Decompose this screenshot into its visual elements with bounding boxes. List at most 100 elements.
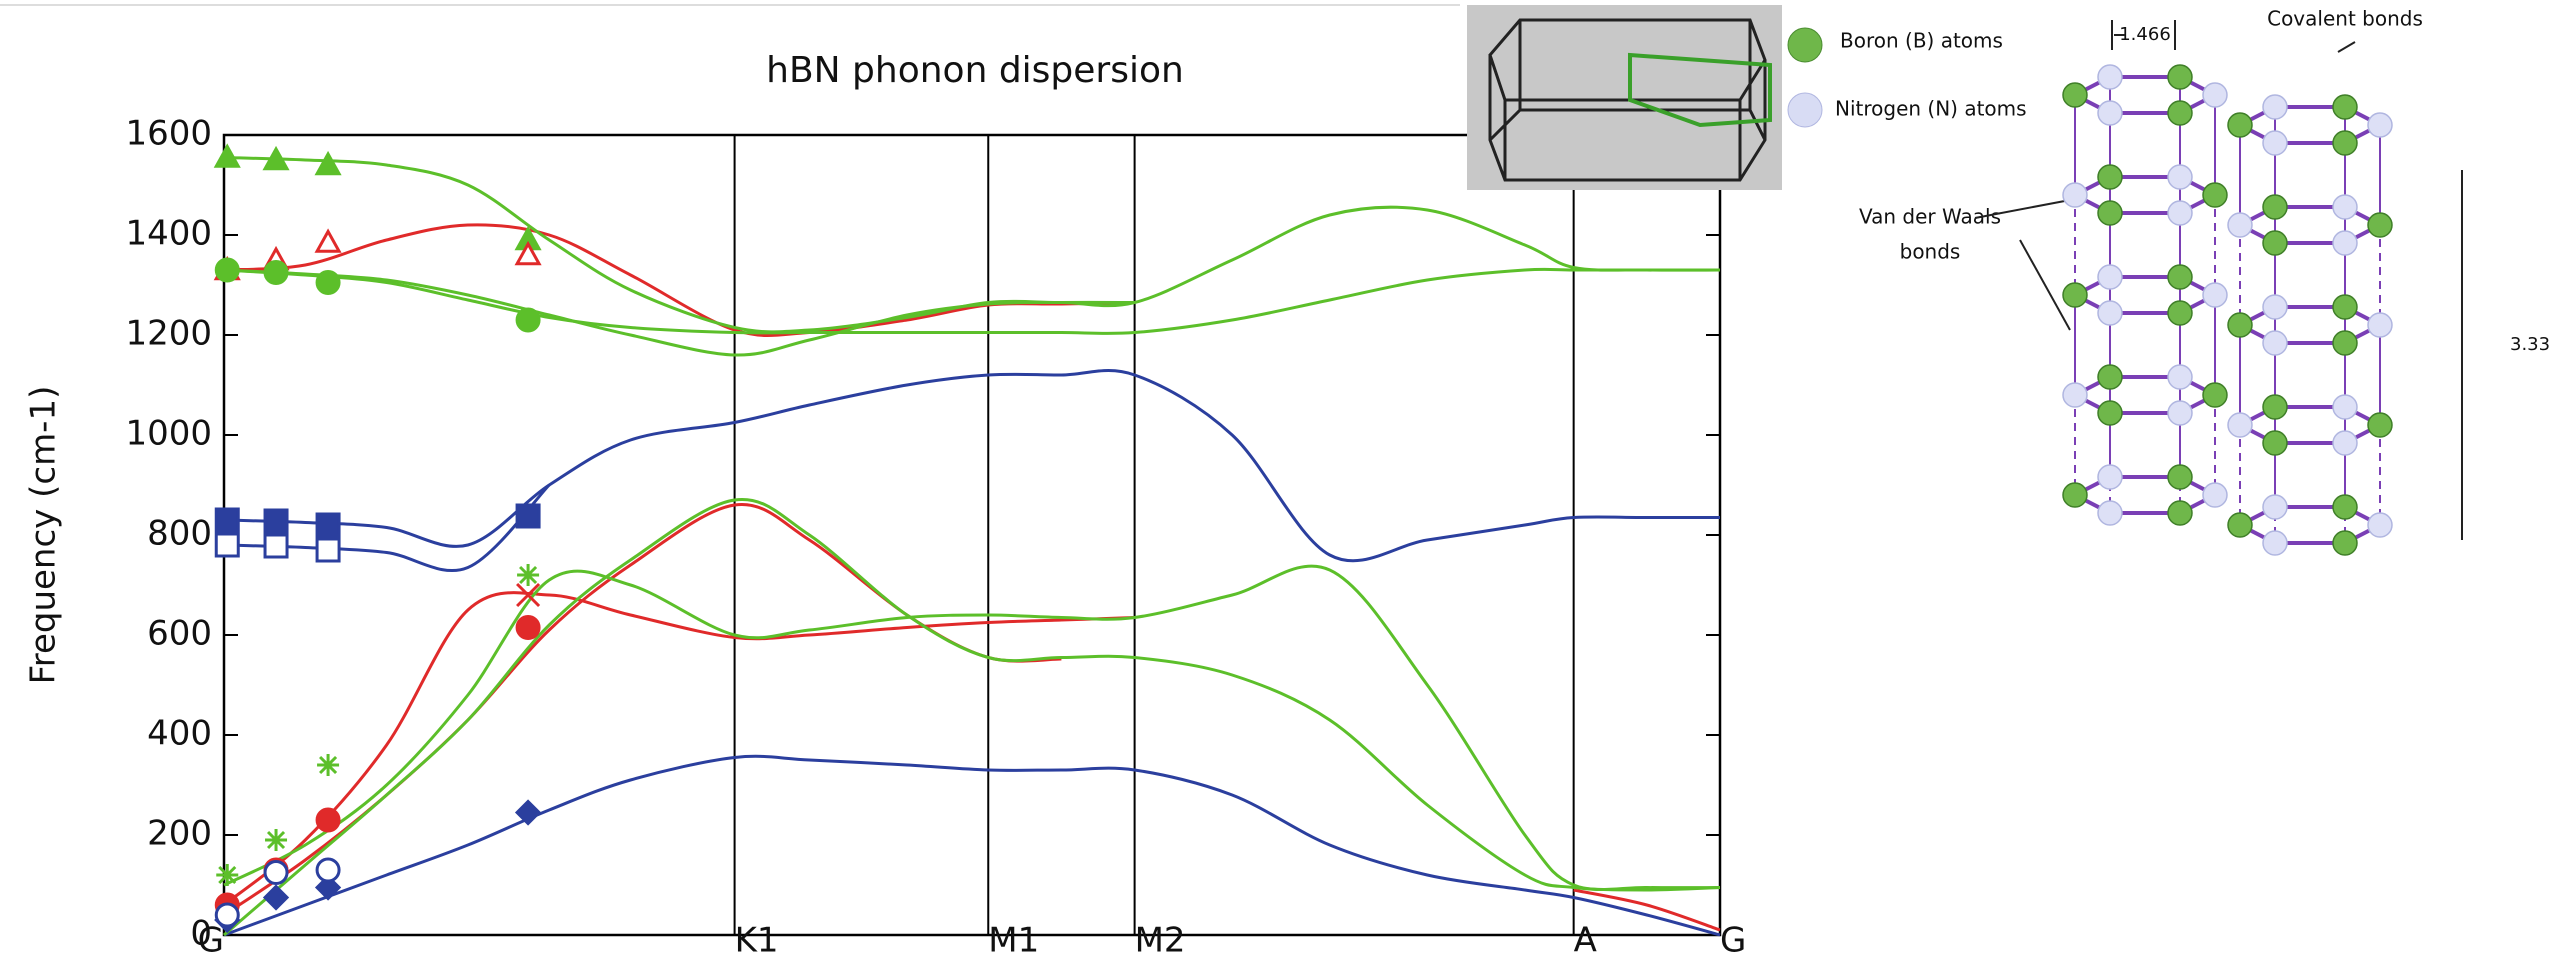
band-line <box>223 369 1720 563</box>
plot-frame <box>222 133 1722 937</box>
y-tick-label: 1200 <box>125 314 212 354</box>
atom <box>2062 482 2088 508</box>
atom <box>2097 200 2123 226</box>
atom <box>2227 312 2253 338</box>
bond <box>2235 505 2385 545</box>
marker <box>515 615 541 640</box>
band-line <box>223 267 1720 335</box>
band-line <box>223 497 1721 937</box>
x-tick-label: M1 <box>988 921 1039 957</box>
chart-title: hBN phonon dispersion <box>766 50 1184 91</box>
legend: Boron (B) atoms Nitrogen (N) atoms <box>1787 27 2027 128</box>
atom <box>2332 530 2358 556</box>
atom <box>2332 330 2358 356</box>
atom <box>2167 200 2193 226</box>
atom <box>2227 512 2253 538</box>
marker <box>263 508 289 534</box>
marker <box>315 537 341 563</box>
marker <box>314 150 342 176</box>
atom <box>2262 230 2288 256</box>
legend-text: Boron (B) atoms <box>1840 29 2003 53</box>
bond <box>2070 375 2220 415</box>
marker <box>517 564 540 586</box>
y-axis-label: Frequency (cm-1) <box>24 386 64 685</box>
atom <box>2367 212 2393 238</box>
atom <box>2167 364 2193 390</box>
band-line <box>223 268 1135 357</box>
y-tick-label: 400 <box>147 714 212 754</box>
band-line <box>223 564 1721 892</box>
y-tick-label: 0 <box>190 914 212 954</box>
atom <box>2227 212 2253 238</box>
legend-text: Nitrogen (N) atoms <box>1835 97 2027 121</box>
atom <box>2202 282 2228 308</box>
marker <box>263 533 289 559</box>
marker <box>514 240 542 266</box>
atom <box>2262 394 2288 420</box>
atom <box>2097 164 2123 190</box>
atom <box>2167 464 2193 490</box>
marker <box>262 145 290 171</box>
bond <box>2070 75 2220 115</box>
bond <box>2070 275 2220 315</box>
atom <box>2367 312 2393 338</box>
atom <box>2262 194 2288 220</box>
marker <box>216 864 239 886</box>
bond <box>2235 405 2385 445</box>
vdw-label: bonds <box>1900 240 1961 264</box>
atom <box>2202 182 2228 208</box>
marker <box>265 829 288 851</box>
marker <box>214 902 240 928</box>
marker <box>214 532 240 558</box>
atom <box>2367 412 2393 438</box>
atom <box>2332 394 2358 420</box>
marker <box>263 860 289 885</box>
atom <box>2167 400 2193 426</box>
bond <box>2070 475 2220 515</box>
band-line <box>223 591 1135 907</box>
atom <box>2097 64 2123 90</box>
marker <box>314 874 342 901</box>
atom <box>2262 130 2288 156</box>
atom <box>2062 382 2088 408</box>
atom <box>2097 500 2123 526</box>
marker <box>213 143 241 168</box>
bond <box>2070 175 2220 215</box>
marker <box>315 270 341 295</box>
atom <box>2097 100 2123 126</box>
atom <box>2227 412 2253 438</box>
atom <box>2262 494 2288 520</box>
y-tick-label: 200 <box>147 814 212 854</box>
atom <box>2097 264 2123 290</box>
band-line <box>223 502 1062 917</box>
x-tick-label: M2 <box>1135 921 1186 957</box>
x-tick-label: K1 <box>735 921 779 957</box>
atom <box>2062 82 2088 108</box>
y-tick-label: 800 <box>147 514 212 554</box>
bond <box>2235 205 2385 245</box>
marker <box>516 582 541 608</box>
vdw-label: Van der Waals <box>1859 205 2001 229</box>
atom <box>2262 330 2288 356</box>
spacing-label: 3.331 Å <box>2510 333 2549 355</box>
x-tick-label: A <box>1574 921 1597 957</box>
boron-swatch <box>1787 27 1823 63</box>
atom <box>2097 300 2123 326</box>
atom <box>2332 194 2358 220</box>
atom <box>2097 364 2123 390</box>
atom <box>2227 112 2253 138</box>
atom <box>2262 530 2288 556</box>
atom <box>2332 230 2358 256</box>
atom <box>2097 464 2123 490</box>
marker <box>214 257 240 283</box>
band-line <box>1573 888 1721 932</box>
atom <box>2332 494 2358 520</box>
x-tick-label: G <box>198 921 224 957</box>
marker <box>514 799 542 826</box>
x-tick-label: G <box>1720 921 1746 957</box>
y-tick-label: 600 <box>147 614 212 654</box>
marker <box>317 754 340 776</box>
atom <box>2262 430 2288 456</box>
y-tick-label: 1000 <box>125 414 212 454</box>
